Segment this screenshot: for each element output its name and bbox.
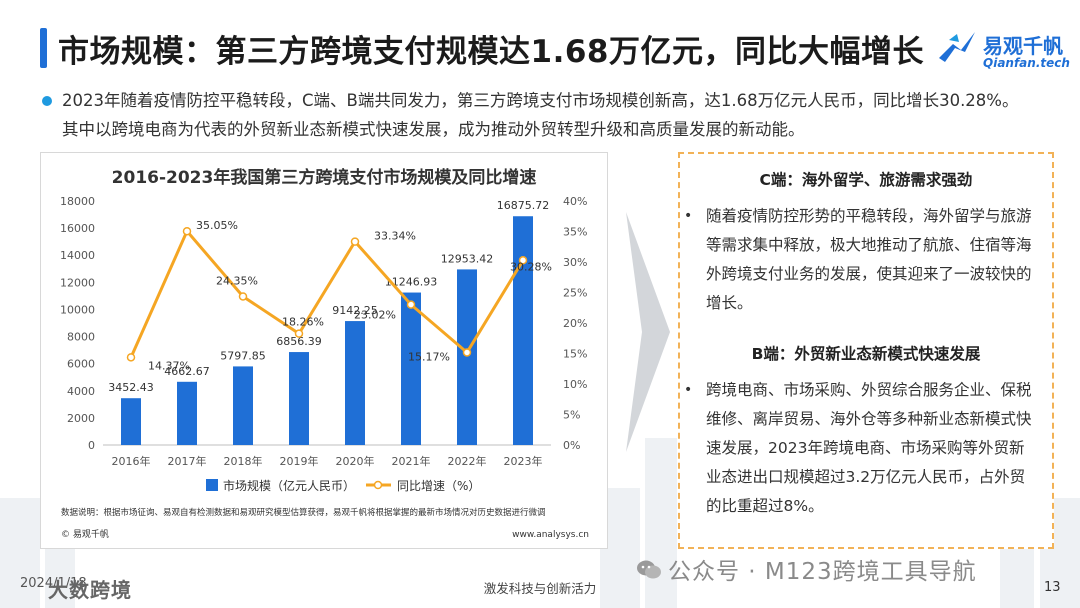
bullet-dot-icon: [42, 96, 52, 106]
y-right-tick-label: 5%: [563, 409, 580, 422]
c-end-body: • 随着疫情防控形势的平稳转段，海外留学与旅游等需求集中释放，极大地推动了航旅、…: [684, 202, 1036, 318]
bar-value-label: 5797.85: [220, 349, 266, 362]
growth-rate-label: 24.35%: [216, 274, 258, 287]
y-left-tick-label: 18000: [60, 195, 95, 208]
insight-panel: C端：海外留学、旅游需求强劲 • 随着疫情防控形势的平稳转段，海外留学与旅游等需…: [678, 152, 1054, 549]
bar-value-label: 11246.93: [385, 276, 438, 289]
footer-brand: 大数跨境: [48, 578, 132, 602]
legend-line-marker: [373, 480, 383, 490]
growth-rate-point: [350, 237, 360, 246]
y-left-tick-label: 2000: [67, 412, 95, 425]
x-tick-label: 2023年: [504, 454, 543, 468]
y-left-tick-label: 10000: [60, 303, 95, 316]
intro-paragraph: 2023年随着疫情防控平稳转段，C端、B端共同发力，第三方跨境支付市场规模创新高…: [62, 91, 1019, 139]
y-right-tick-label: 15%: [563, 348, 587, 361]
growth-rate-label: 18.26%: [282, 316, 324, 329]
bar-market-size: [401, 292, 421, 445]
growth-rate-point: [182, 226, 192, 236]
x-tick-label: 2019年: [280, 454, 319, 468]
chart-source-url: www.analysys.cn: [512, 530, 589, 540]
y-left-tick-label: 16000: [60, 222, 95, 235]
growth-rate-point: [462, 348, 472, 357]
c-end-title: C端：海外留学、旅游需求强劲: [759, 171, 973, 189]
chart-data-note: 数据说明：根据市场征询、易观自有检测数据和易观研究模型估算获得，易观千帆将根据掌…: [61, 507, 546, 518]
y-left-tick-label: 4000: [67, 385, 95, 398]
bar-market-size: [233, 366, 253, 445]
legend-bar-label: 市场规模（亿元人民币）: [223, 478, 355, 493]
legend-line-label: 同比增速（%）: [397, 479, 480, 493]
bar-value-label: 12953.42: [441, 252, 494, 265]
growth-rate-point: [406, 300, 416, 309]
logo-subtitle: Qianfan.tech: [983, 56, 1070, 70]
growth-rate-label: 15.17%: [408, 350, 450, 363]
page-title: 市场规模：第三方跨境支付规模达1.68万亿元，同比大幅增长: [58, 34, 924, 70]
logo-name: 易观千帆: [983, 34, 1063, 58]
growth-rate-label: 23.02%: [354, 309, 396, 322]
y-left-tick-label: 14000: [60, 249, 95, 262]
growth-rate-point: [294, 329, 304, 338]
x-tick-label: 2020年: [336, 454, 375, 468]
wechat-watermark: 公众号 · M123跨境工具导航: [636, 552, 977, 586]
y-left-tick-label: 0: [88, 439, 95, 452]
bar-market-size: [177, 381, 197, 445]
growth-rate-label: 33.34%: [374, 230, 416, 243]
x-tick-label: 2018年: [224, 454, 263, 468]
bar-market-size: [289, 352, 309, 445]
growth-rate-line: [129, 228, 525, 358]
footer-slogan: 激发科技与创新活力: [483, 581, 597, 596]
chart-title: 2016-2023年我国第三方跨境支付市场规模及同比增速: [112, 167, 537, 188]
brand-logo: 易观千帆 Qianfan.tech: [935, 28, 1075, 72]
y-right-tick-label: 35%: [563, 226, 587, 239]
b-end-body: • 跨境电商、市场采购、外贸综合服务企业、保税维修、离岸贸易、海外仓等多种新业态…: [684, 376, 1036, 521]
bar-market-size: [513, 216, 533, 445]
y-right-tick-label: 30%: [563, 256, 587, 269]
title-accent-bar: [40, 28, 47, 68]
bar-market-size: [457, 269, 477, 445]
x-tick-label: 2016年: [112, 454, 151, 468]
bar-value-label: 3452.43: [108, 381, 154, 394]
bar-value-label: 9142.25: [332, 304, 378, 317]
y-left-tick-label: 8000: [67, 331, 95, 344]
chart-source: © 易观千帆: [61, 528, 109, 540]
y-left-tick-label: 6000: [67, 358, 95, 371]
bar-value-label: 6856.39: [276, 335, 322, 348]
bar-market-size: [121, 398, 141, 445]
growth-rate-label: 30.28%: [510, 260, 552, 273]
growth-rate-label: 35.05%: [196, 219, 238, 232]
bar-value-label: 4662.67: [164, 365, 210, 378]
chevron-right-icon: [626, 212, 670, 452]
b-end-title: B端：外贸新业态新模式快速发展: [751, 345, 981, 363]
footer-date: 2024/1/18: [20, 576, 87, 591]
growth-rate-label: 14.37%: [148, 359, 190, 372]
y-right-tick-label: 25%: [563, 287, 587, 300]
bar-value-label: 16875.72: [497, 199, 550, 212]
wechat-text: 公众号 · M123跨境工具导航: [668, 559, 977, 585]
bar-market-size: [345, 321, 365, 445]
x-tick-label: 2017年: [168, 454, 207, 468]
wechat-icon: [637, 560, 661, 579]
x-tick-label: 2021年: [392, 454, 431, 468]
growth-rate-point: [518, 256, 528, 265]
y-left-tick-label: 12000: [60, 276, 95, 289]
c-end-text: 随着疫情防控形势的平稳转段，海外留学与旅游等需求集中释放，极大地推动了航旅、住宿…: [706, 207, 1032, 312]
y-right-tick-label: 0%: [563, 439, 580, 452]
chart-container: 2016-2023年我国第三方跨境支付市场规模及同比增速 0 2000 4000 600…: [40, 152, 608, 549]
market-size-chart: 2016-2023年我国第三方跨境支付市场规模及同比增速 0 2000 4000 600…: [60, 167, 589, 540]
y-right-tick-label: 20%: [563, 317, 587, 330]
page-number: 13: [1044, 580, 1061, 595]
b-end-text: 跨境电商、市场采购、外贸综合服务企业、保税维修、离岸贸易、海外仓等多种新业态新模…: [706, 381, 1032, 515]
c-end-bullet: •: [684, 208, 693, 224]
y-right-tick-label: 10%: [563, 378, 587, 391]
x-tick-label: 2022年: [448, 454, 487, 468]
legend-bar-swatch: [206, 479, 218, 491]
b-end-bullet: •: [684, 382, 693, 398]
growth-rate-point: [126, 353, 136, 362]
bird-logo-icon: [939, 32, 975, 62]
growth-rate-point: [238, 292, 248, 301]
y-right-tick-label: 40%: [563, 195, 587, 208]
